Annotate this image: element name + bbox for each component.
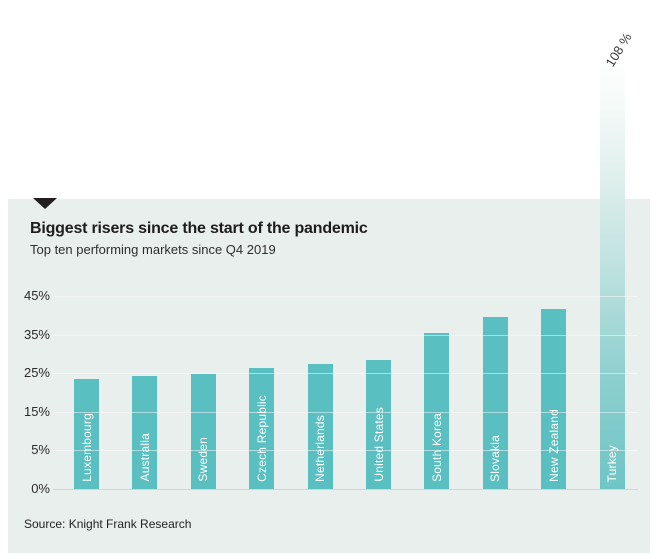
chart-title: Biggest risers since the start of the pa… <box>30 220 368 237</box>
bar-united-states: United States <box>366 360 391 489</box>
bar-new-zealand: New Zealand <box>541 309 567 489</box>
chart-subtitle: Top ten performing markets since Q4 2019 <box>30 242 276 257</box>
bar-australia: Australia <box>132 375 158 489</box>
source-attribution: Source: Knight Frank Research <box>24 517 192 531</box>
bar-czech-republic: Czech Republic <box>249 368 275 489</box>
gridline <box>53 450 638 452</box>
bar-country-label: New Zealand <box>546 409 561 482</box>
gridline <box>53 373 638 375</box>
y-axis-tick-label: 5% <box>31 442 50 458</box>
gridline <box>53 296 638 297</box>
y-axis-tick-label: 15% <box>23 403 50 419</box>
bar-country-label: Czech Republic <box>254 395 269 482</box>
bar-country-label: Netherlands <box>313 415 328 482</box>
x-axis-baseline <box>53 489 638 490</box>
bar-country-label: Sweden <box>196 437 211 482</box>
bar-country-label: Luxembourg <box>79 413 94 482</box>
gridline <box>53 411 638 413</box>
bar-country-label: Slovakia <box>488 435 503 482</box>
bar-slovakia: Slovakia <box>482 317 508 489</box>
bar-country-label: Australia <box>137 433 152 482</box>
bar-luxembourg: Luxembourg <box>74 379 99 489</box>
y-axis-tick-label: 25% <box>23 365 50 381</box>
bar-netherlands: Netherlands <box>307 363 333 489</box>
y-axis-tick-label: 45% <box>23 288 50 303</box>
gridline <box>53 334 638 336</box>
y-axis-tick-label: 0% <box>31 481 50 496</box>
bar-country-label: South Korea <box>429 413 444 482</box>
bar-turkey: Turkey <box>599 52 625 489</box>
y-axis-tick-label: 35% <box>23 326 50 342</box>
bar-south-korea: South Korea <box>424 333 450 489</box>
bar-sweden: Sweden <box>190 373 216 489</box>
bar-country-label: United States <box>371 407 386 482</box>
down-triangle-pointer-icon <box>33 198 57 209</box>
